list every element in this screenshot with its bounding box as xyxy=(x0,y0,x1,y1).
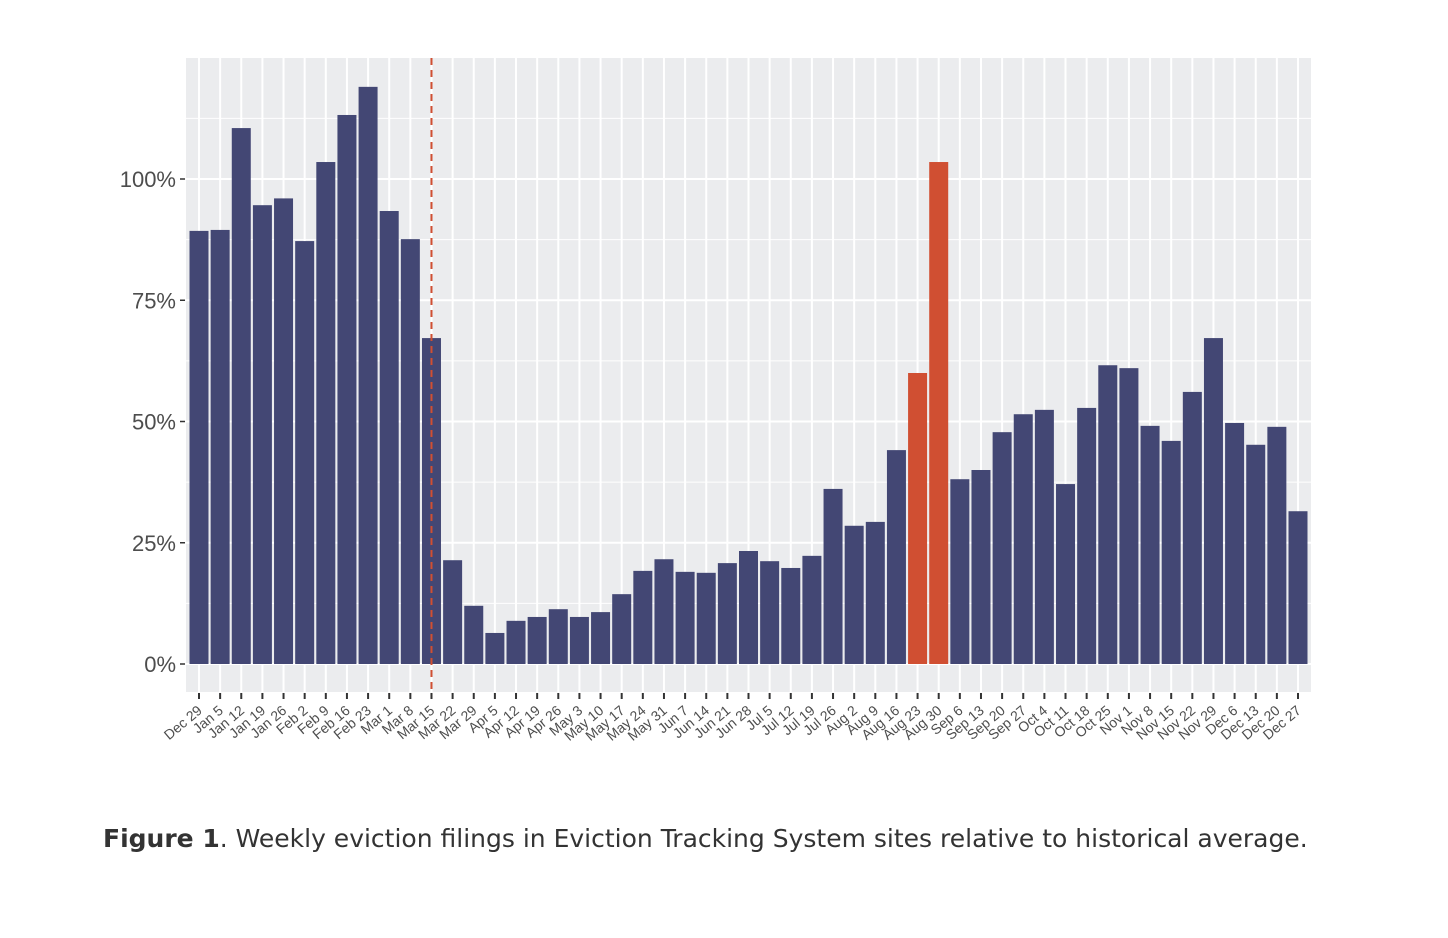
caption-label: Figure 1 xyxy=(103,824,220,853)
bar-feb-9 xyxy=(316,162,336,664)
bar-jul-26 xyxy=(823,488,843,664)
bar-jul-12 xyxy=(781,567,801,664)
bar-jun-14 xyxy=(696,572,716,664)
y-tick-label: 100% xyxy=(120,167,176,192)
bar-mar-29 xyxy=(464,605,484,664)
bar-apr-19 xyxy=(527,616,547,664)
bar-sep-6 xyxy=(950,479,970,664)
bar-may-17 xyxy=(612,594,632,664)
bar-may-3 xyxy=(569,616,589,664)
bar-may-24 xyxy=(633,570,653,664)
y-tick-label: 25% xyxy=(132,531,176,556)
bar-mar-15 xyxy=(421,338,441,664)
bar-jan-26 xyxy=(274,198,294,664)
bar-jun-28 xyxy=(739,550,758,664)
bar-mar-1 xyxy=(379,211,399,664)
bar-apr-5 xyxy=(485,632,505,664)
bar-oct-25 xyxy=(1098,365,1118,664)
bar-jun-21 xyxy=(717,563,737,664)
bar-nov-8 xyxy=(1140,425,1160,664)
bar-dec-13 xyxy=(1246,444,1266,664)
y-tick-label: 50% xyxy=(132,410,176,435)
bar-dec-29 xyxy=(189,230,209,664)
caption-text: . Weekly eviction filings in Eviction Tr… xyxy=(219,824,1308,853)
bar-jan-12 xyxy=(231,128,251,664)
bar-sep-13 xyxy=(971,470,991,664)
bar-oct-11 xyxy=(1056,484,1076,664)
bar-apr-26 xyxy=(548,609,568,664)
bar-may-31 xyxy=(654,559,674,664)
bar-jan-19 xyxy=(252,205,272,664)
bar-dec-20 xyxy=(1267,426,1287,664)
bar-sep-20 xyxy=(992,432,1012,664)
bar-aug-30 xyxy=(929,162,949,664)
bar-nov-22 xyxy=(1182,391,1202,664)
bar-mar-22 xyxy=(443,560,463,664)
bar-aug-2 xyxy=(844,525,864,664)
bar-dec-27 xyxy=(1288,511,1308,664)
bar-dec-6 xyxy=(1225,422,1245,664)
bar-jun-7 xyxy=(675,571,695,664)
bar-aug-23 xyxy=(908,373,928,664)
bar-oct-18 xyxy=(1077,407,1097,664)
bar-jul-19 xyxy=(802,555,822,664)
bar-jul-5 xyxy=(760,561,780,664)
bar-sep-27 xyxy=(1013,414,1033,664)
bar-nov-15 xyxy=(1161,440,1181,664)
bar-feb-2 xyxy=(295,241,315,664)
bar-mar-8 xyxy=(400,239,420,664)
bar-may-10 xyxy=(591,612,611,664)
bar-nov-1 xyxy=(1119,368,1139,664)
y-tick-label: 0% xyxy=(144,652,176,677)
bar-feb-23 xyxy=(358,86,378,665)
bar-feb-16 xyxy=(337,114,357,665)
figure-caption: Figure 1. Weekly eviction filings in Evi… xyxy=(103,824,1308,853)
bar-jan-5 xyxy=(210,229,230,665)
bar-aug-16 xyxy=(886,450,906,664)
y-tick-label: 75% xyxy=(132,288,176,313)
bar-oct-4 xyxy=(1034,409,1054,664)
bar-aug-9 xyxy=(865,521,885,664)
bar-apr-12 xyxy=(506,620,526,664)
bar-nov-29 xyxy=(1203,338,1223,664)
